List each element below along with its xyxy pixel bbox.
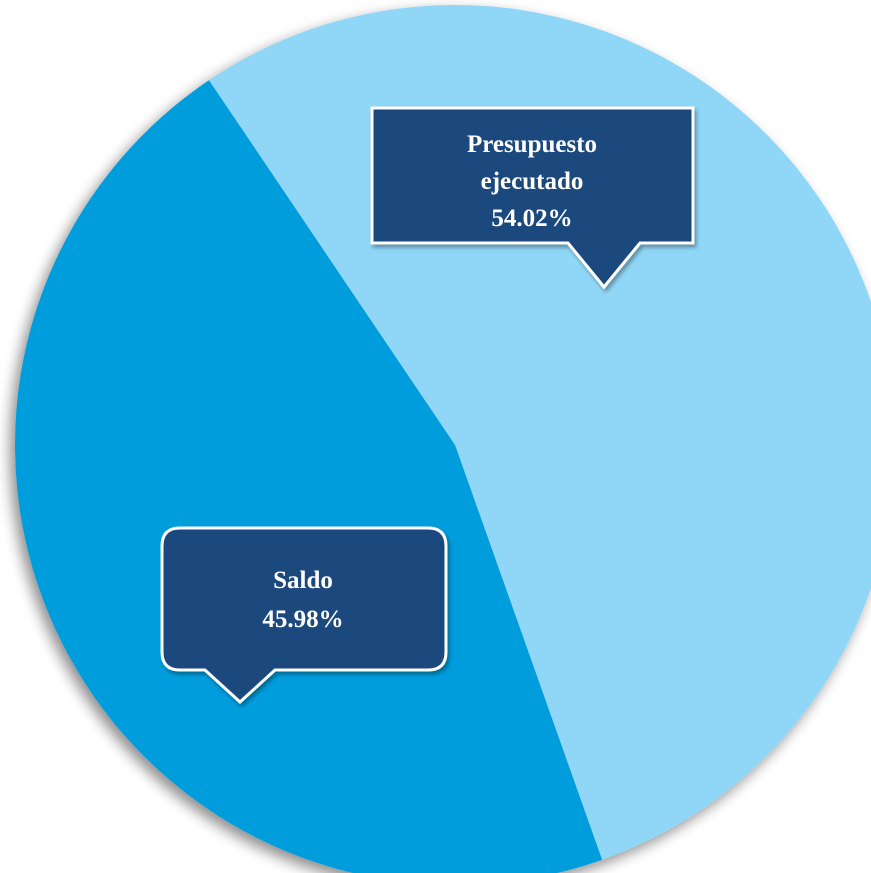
- callout-presupuesto-ejecutado: Presupuesto ejecutado 54.02%: [370, 106, 695, 290]
- callout-presupuesto-label-line-2: ejecutado: [481, 168, 584, 195]
- callout-saldo-label: Saldo: [273, 567, 333, 594]
- callout-saldo: Saldo 45.98%: [160, 526, 448, 705]
- callout-presupuesto-box: [370, 106, 695, 290]
- callout-presupuesto-label-line-1: Presupuesto: [467, 131, 597, 158]
- callout-presupuesto-value: 54.02%: [491, 205, 572, 232]
- callout-saldo-box: [160, 526, 448, 705]
- pie-slice-saldo: [15, 80, 603, 873]
- callout-saldo-value: 45.98%: [262, 606, 343, 633]
